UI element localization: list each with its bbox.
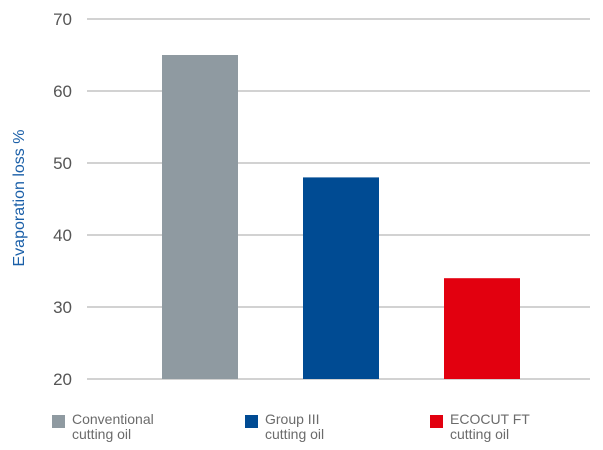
bar-2 [303,177,379,379]
legend-label-line: ECOCUT FT [450,411,530,427]
bar-1 [162,55,238,379]
y-tick-labels: 20 30 40 50 60 70 [53,10,72,389]
legend-swatch-group-iii [245,415,258,428]
bar-3 [444,278,520,379]
legend-item-conventional: Conventional cutting oil [52,412,154,442]
y-tick-label-40: 40 [53,226,72,245]
y-tick-label-30: 30 [53,298,72,317]
legend-label-line: cutting oil [450,426,510,442]
legend-label-line: cutting oil [72,426,132,442]
y-tick-label-60: 60 [53,82,72,101]
legend-label-group-iii: Group III cutting oil [265,412,324,442]
legend-label-ecocut-ft: ECOCUT FT cutting oil [450,412,530,442]
y-tick-label-50: 50 [53,154,72,173]
bars [162,55,520,379]
legend-label-conventional: Conventional cutting oil [72,412,154,442]
legend-label-line: Conventional [72,411,154,427]
y-axis-label: Evaporation loss % [11,130,28,267]
y-tick-label-20: 20 [53,370,72,389]
legend-item-group-iii: Group III cutting oil [245,412,324,442]
y-tick-label-70: 70 [53,10,72,29]
legend-label-line: cutting oil [265,426,325,442]
legend-swatch-ecocut-ft [430,415,443,428]
legend-item-ecocut-ft: ECOCUT FT cutting oil [430,412,530,442]
legend-label-line: Group III [265,411,320,427]
legend-swatch-conventional [52,415,65,428]
